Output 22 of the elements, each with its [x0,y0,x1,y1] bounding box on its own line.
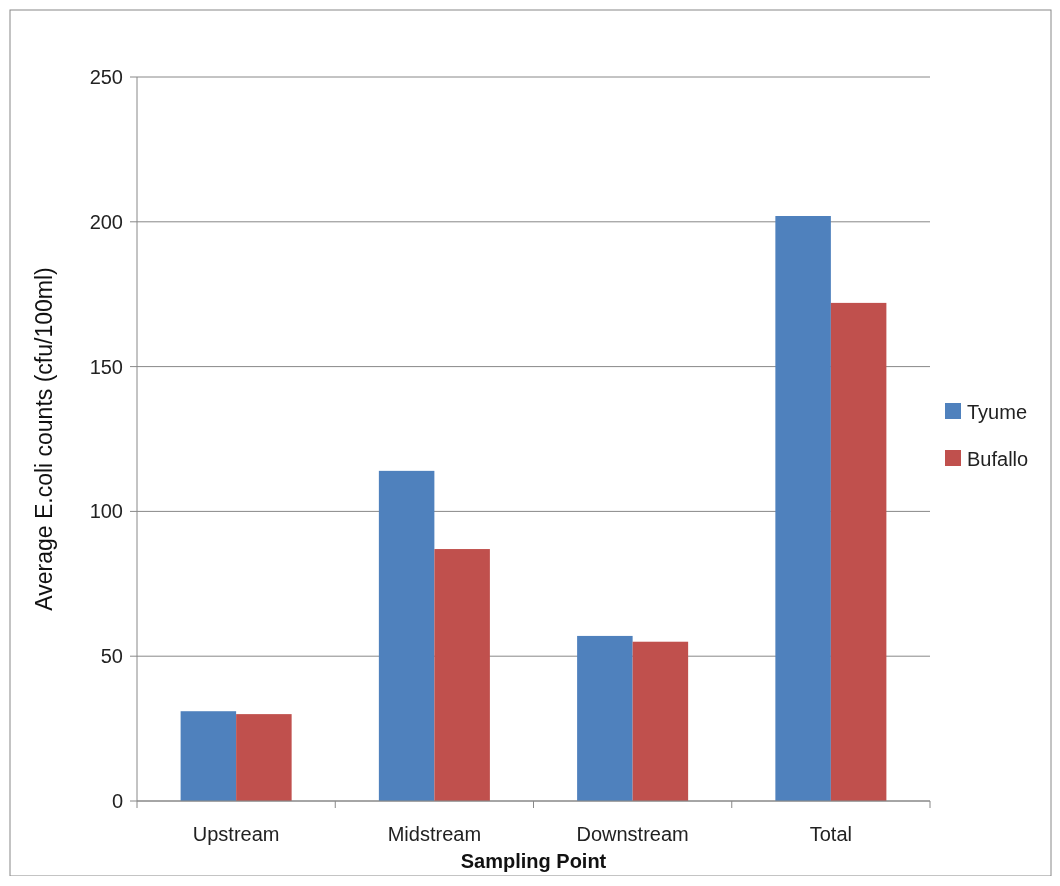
bar [378,470,435,801]
y-tick-label: 150 [89,355,123,378]
x-tick-label: Total [809,823,852,845]
y-tick-label: 0 [111,790,123,812]
legend-label: Tyume [967,401,1028,423]
bar [180,711,237,801]
y-axis-title: Average E.coli counts (cfu/100ml) [31,267,57,611]
bar [775,216,831,801]
y-tick-label: 100 [89,500,123,523]
y-tick-label: 50 [100,645,123,668]
bar [830,302,887,801]
bar [632,641,689,801]
bar [577,635,633,801]
bar [236,714,292,801]
x-axis-title: Sampling Point [460,850,607,872]
y-tick-label: 200 [89,210,123,233]
legend-label: Bufallo [967,448,1029,470]
x-tick-label: Upstream [192,823,280,845]
x-tick-label: Midstream [387,823,482,845]
x-tick-label: Downstream [576,823,689,845]
y-tick-label: 250 [89,66,123,88]
bar [434,549,490,801]
